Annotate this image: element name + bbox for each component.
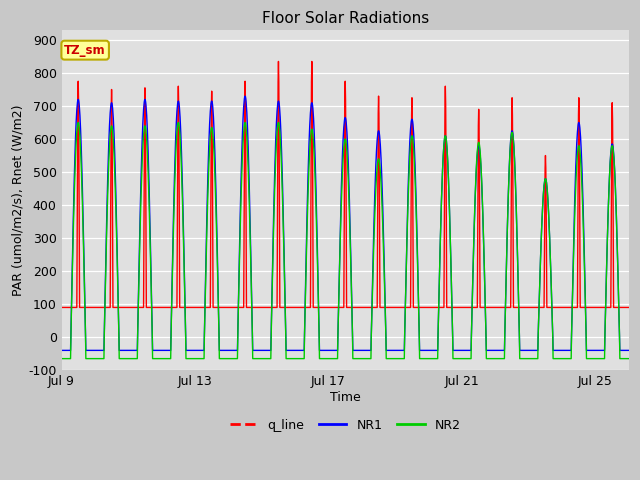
NR1 [74, 102, 81, 108]
NR1 [363, 348, 371, 353]
Y-axis label: PAR (umol/m2/s), Rnet (W/m2): PAR (umol/m2/s), Rnet (W/m2) [11, 104, 24, 296]
NR1 [500, 348, 508, 353]
NR1 [200, 348, 207, 353]
NR2 [151, 356, 159, 361]
Legend: q_line, NR1, NR2: q_line, NR1, NR2 [225, 414, 466, 437]
NR2 [74, 125, 81, 131]
NR2 [363, 356, 371, 361]
NR1 [625, 348, 632, 353]
q_line [363, 305, 371, 311]
q_line [500, 305, 508, 311]
Line: NR1: NR1 [61, 96, 628, 350]
q_line [200, 305, 207, 311]
NR1 [58, 348, 65, 353]
NR2 [625, 356, 632, 361]
NR2 [500, 356, 508, 361]
q_line [625, 305, 632, 311]
NR2 [58, 356, 65, 361]
q_line [184, 305, 191, 311]
Text: TZ_sm: TZ_sm [65, 44, 106, 57]
q_line [58, 305, 65, 311]
q_line [151, 305, 159, 311]
Line: q_line: q_line [61, 61, 628, 308]
Title: Floor Solar Radiations: Floor Solar Radiations [262, 11, 429, 26]
q_line [74, 228, 81, 234]
NR1 [184, 348, 191, 353]
Line: NR2: NR2 [61, 122, 628, 359]
NR2 [200, 356, 207, 361]
NR1 [151, 348, 159, 353]
q_line [275, 59, 282, 64]
NR2 [74, 120, 82, 125]
NR1 [241, 93, 249, 99]
NR2 [184, 356, 191, 361]
X-axis label: Time: Time [330, 391, 360, 404]
